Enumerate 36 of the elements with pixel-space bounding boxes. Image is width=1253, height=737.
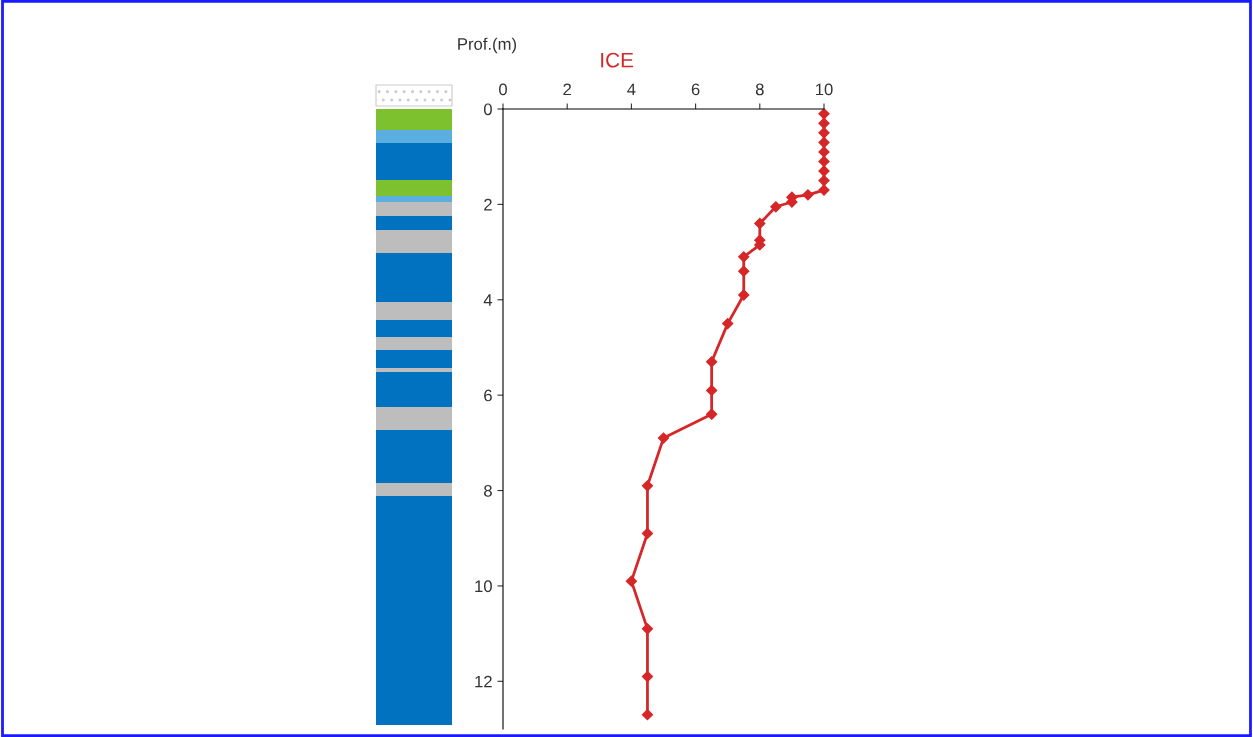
point (657, 432, 670, 444)
x-tick-label: 10 (816, 83, 833, 96)
x-tick-label: 4 (627, 83, 636, 96)
point (706, 408, 718, 420)
point (641, 527, 654, 540)
y-axis-title: Prof.(m) (458, 37, 517, 54)
y-tick-label: 6 (484, 389, 492, 402)
y-tick-label: 10 (475, 580, 492, 593)
point (625, 575, 638, 587)
point (641, 480, 654, 492)
point (818, 136, 830, 148)
y-tick-label: 0 (483, 103, 492, 116)
point (754, 217, 766, 230)
y-tick-label: 8 (484, 484, 492, 497)
point (641, 709, 654, 721)
point (641, 623, 654, 635)
point (738, 289, 750, 301)
y-tick-label: 12 (475, 675, 492, 688)
point (641, 670, 654, 683)
point (738, 251, 750, 263)
point (722, 318, 734, 330)
point (706, 356, 718, 368)
point (818, 127, 830, 139)
point (738, 265, 750, 277)
y-tick-label: 4 (483, 294, 493, 306)
y-tick-label: 2 (484, 198, 492, 211)
point (818, 108, 830, 120)
point (818, 117, 830, 129)
x-tick-label: 6 (691, 83, 700, 96)
x-tick-label: 8 (755, 83, 764, 96)
point (802, 189, 814, 201)
chart-title: ICE (601, 52, 634, 68)
point (770, 201, 782, 213)
x-tick-label: 2 (563, 83, 571, 96)
point (706, 384, 718, 396)
x-tick-label: 0 (499, 83, 507, 96)
